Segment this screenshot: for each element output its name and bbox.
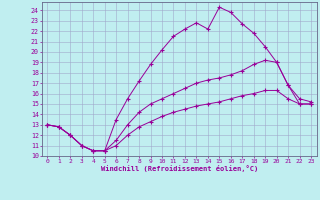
X-axis label: Windchill (Refroidissement éolien,°C): Windchill (Refroidissement éolien,°C) bbox=[100, 165, 258, 172]
